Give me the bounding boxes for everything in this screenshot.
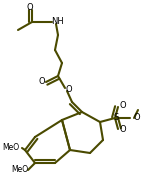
Text: O: O [39,77,45,87]
Text: O: O [120,125,126,135]
Text: NH: NH [52,16,64,26]
Text: O: O [120,101,126,111]
Text: S: S [113,114,119,122]
Text: O: O [27,4,33,12]
Text: MeO: MeO [11,166,29,174]
Text: O: O [66,84,72,94]
Text: MeO: MeO [2,143,20,153]
Text: O: O [134,114,140,122]
